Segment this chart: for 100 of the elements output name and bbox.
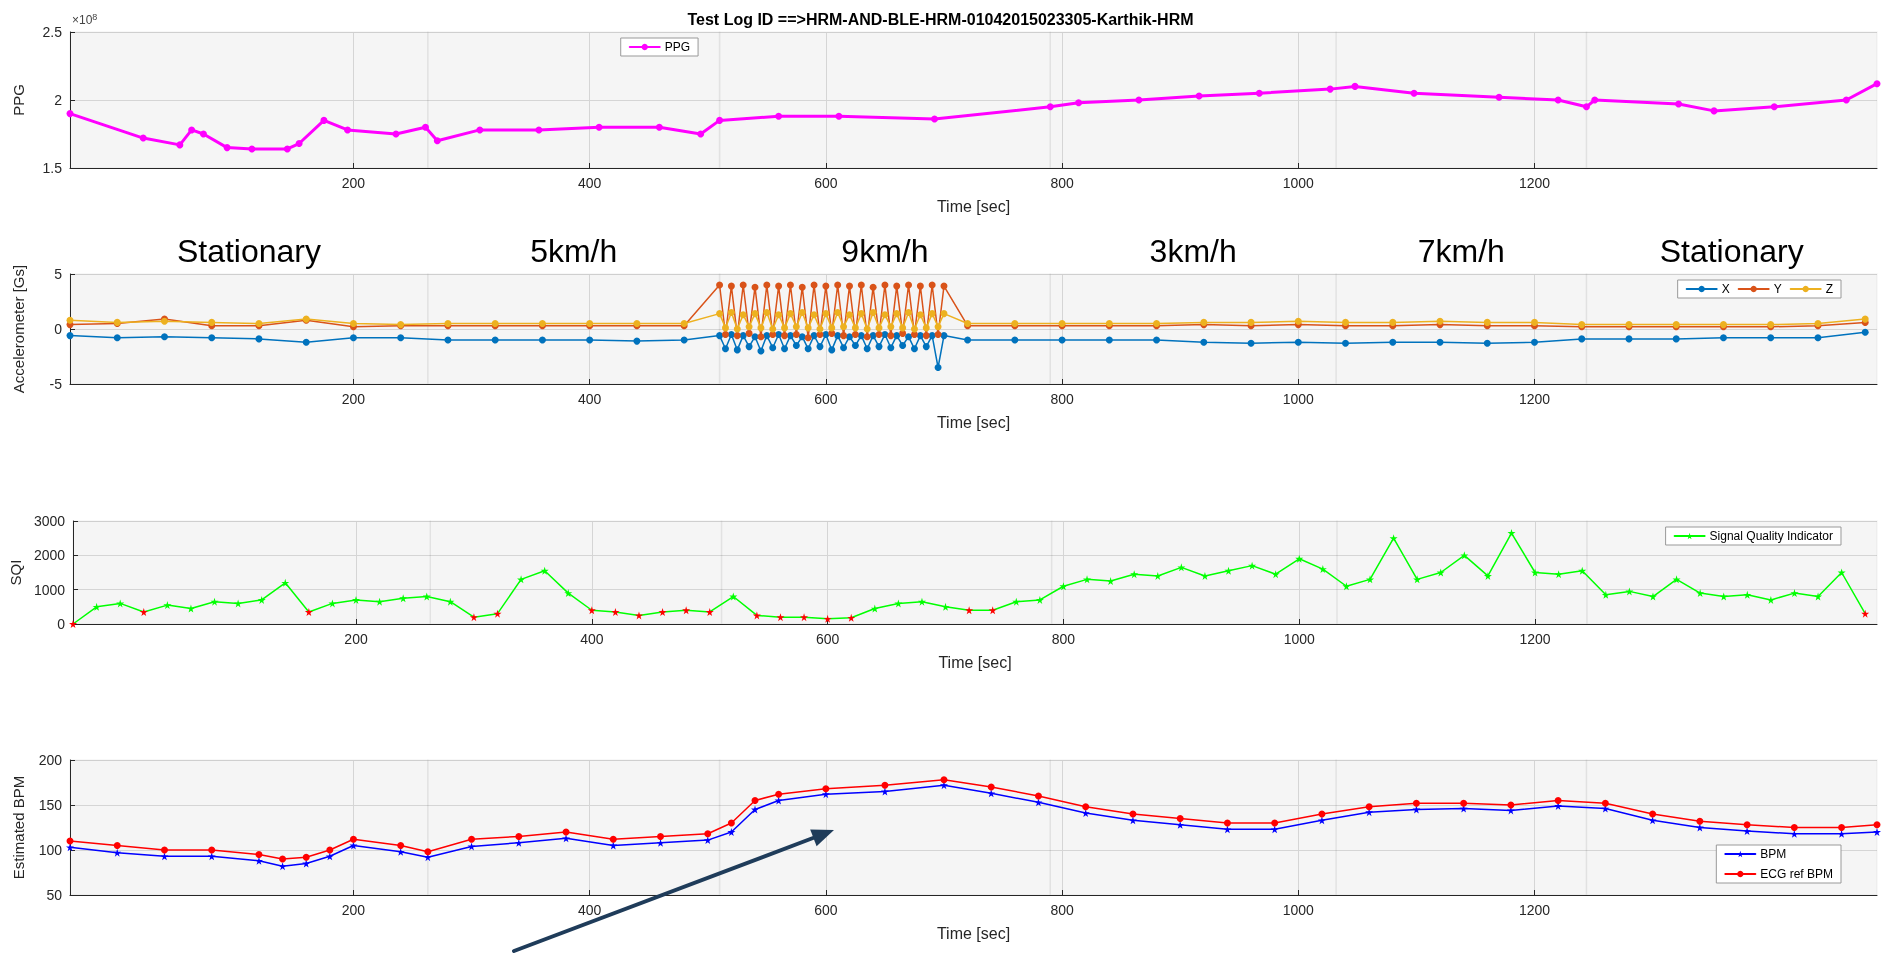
x-tick-label: 1200 [1519,631,1551,647]
point [822,785,830,793]
point [1176,815,1184,822]
band-label: 7km/h [1417,233,1505,270]
point [1743,821,1751,829]
point [295,140,303,148]
chart-title: Test Log ID ==>HRM-AND-BLE-HRM-01042015023305-Karthik-HRM [687,10,1194,28]
point [1838,824,1846,831]
x-tick-label: 1200 [1518,391,1551,407]
point [704,830,712,838]
y-axis-title: SQI [7,559,24,586]
y-tick-label: 2.5 [42,24,63,40]
x-tick-label: 400 [577,902,602,918]
point [302,853,310,861]
point [1743,827,1752,836]
point [1082,803,1090,811]
x-tick-label: 400 [577,391,602,407]
y-tick-label: 0 [54,321,63,337]
point [657,833,665,840]
point [1412,799,1420,807]
point [397,842,405,849]
point [1255,89,1263,97]
band-label: 5km/h [530,233,618,270]
point [1790,824,1798,831]
y-tick-label: 0 [57,616,66,632]
y-tick-label: 50 [46,887,63,903]
y-tick-label: 1000 [33,581,66,598]
point [1326,85,1334,93]
point [609,835,617,843]
point [751,797,759,804]
x-tick-label: 400 [577,175,602,191]
point [1034,792,1042,800]
point [139,134,147,142]
x-tick-label: 800 [1051,631,1076,647]
y-axis-title: Estimated BPM [10,775,27,880]
point [424,848,432,856]
point [255,851,263,858]
y-tick-label: 3000 [33,513,66,529]
x-tick-label: 1000 [1282,902,1315,918]
point [1675,100,1683,108]
point [208,846,216,854]
point [223,144,231,152]
point [1770,103,1778,111]
y-tick-label: 5 [54,266,63,282]
point [931,115,939,123]
point [1410,89,1418,97]
x-tick-label: 800 [1050,902,1074,918]
legend-label: BPM [1760,847,1787,861]
x-tick-label: 400 [580,631,604,647]
point [987,783,995,791]
y-axis-title: Accelerometer [Gs] [10,264,27,394]
point [515,833,523,840]
point [987,789,996,798]
y-tick-label: 100 [38,842,63,858]
y-tick-label: 2 [54,92,63,108]
point [188,126,196,134]
point [727,828,736,836]
x-tick-label: 200 [341,391,366,407]
x-axis-title: Time [sec] [938,653,1012,671]
x-tick-label: 800 [1050,391,1074,407]
point [1873,821,1881,829]
point [1873,80,1881,88]
x-tick-label: 600 [815,631,840,647]
point [775,790,783,798]
point [1223,825,1232,834]
point [1351,82,1359,90]
point [476,126,484,134]
point [1223,819,1231,827]
point [66,110,74,118]
point [727,819,735,827]
point [467,842,476,851]
legend-label: Z [1825,282,1834,296]
y-tick-label: 200 [38,752,63,768]
point [595,123,603,131]
point [199,130,207,138]
x-tick-label: 1000 [1282,175,1315,191]
x-tick-label: 600 [814,391,838,407]
point [1696,817,1704,825]
point [344,126,352,134]
legend-label: Y [1773,282,1782,296]
legend-label: X [1721,282,1730,296]
point [1842,96,1850,104]
legend-label: Signal Quality Indicator [1709,529,1834,543]
legend-label: ECG ref BPM [1760,867,1834,881]
point [716,116,724,124]
band-label: Stationary [1659,233,1804,270]
point [176,141,184,149]
x-tick-label: 200 [341,902,366,918]
point [113,848,122,857]
y-axis-title: PPG [10,84,27,116]
point [349,835,357,843]
point [1271,819,1279,827]
point [1582,103,1590,111]
y-tick-label: -5 [49,376,63,392]
point [535,126,543,134]
legend-label: PPG [664,40,691,54]
point [279,855,287,863]
point [1648,816,1657,825]
point [1591,96,1599,104]
point [881,781,889,789]
